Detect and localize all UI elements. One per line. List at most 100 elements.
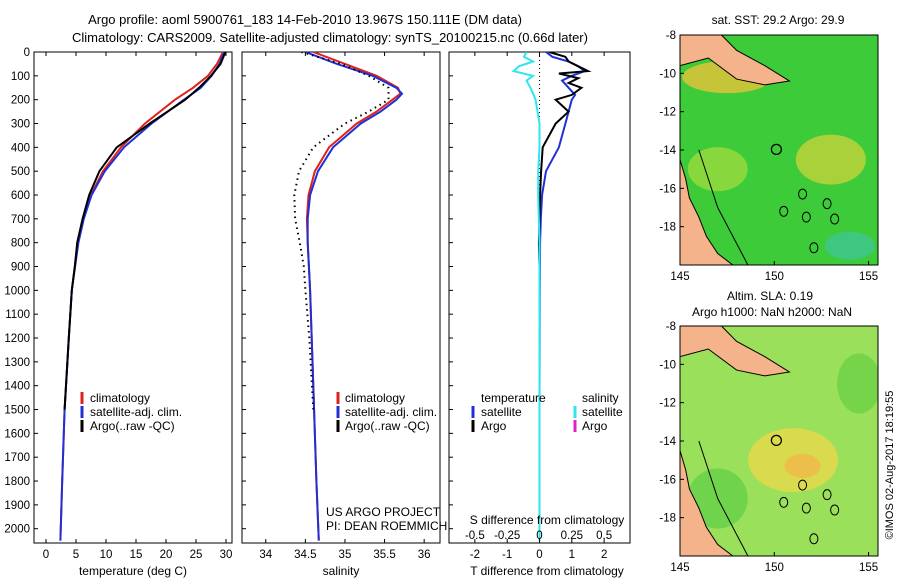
depth-tick-label: 1500	[4, 405, 30, 417]
reef-island	[809, 242, 819, 254]
salinity-plot-frame	[241, 51, 441, 544]
depth-tick-label: 100	[11, 71, 30, 83]
reef-contour	[698, 440, 749, 556]
depth-tick-label: 1800	[4, 476, 30, 488]
x-tick-label: 36	[418, 549, 431, 561]
salinity-xlabel: salinity	[323, 564, 360, 578]
reef-island	[779, 205, 789, 217]
legend-label: climatology	[345, 391, 405, 405]
depth-tick-label: 500	[11, 166, 30, 178]
depth-tick-label: 800	[11, 238, 30, 250]
x-tick-label: 35	[339, 549, 352, 561]
climatology-line	[305, 52, 402, 541]
imos-credit: ©IMOS 02-Aug-2017 18:19:55	[884, 391, 896, 540]
s-tick-label: -0.25	[494, 530, 520, 542]
lon-tick-label: 145	[670, 562, 689, 574]
argo-raw-qc-line	[63, 52, 227, 410]
climatology-line	[59, 52, 224, 541]
depth-tick-label: 300	[11, 119, 30, 131]
reef-island	[822, 198, 832, 210]
new-guinea-land	[680, 35, 791, 86]
depth-tick-label: 1200	[4, 333, 30, 345]
lat-tick-label: -16	[659, 474, 676, 486]
depth-tick-label: 1000	[4, 285, 30, 297]
temperature-series-group	[59, 52, 227, 541]
depth-axis: 0 100 200 300 400 500 600 700 800 900 1000 1100 1200…	[4, 47, 453, 536]
legend-label: Argo(..raw -QC)	[345, 419, 430, 433]
salinity-x-axis: 34 34.5 35 35.5 36	[259, 52, 431, 561]
lat-tick-label: -14	[659, 436, 676, 448]
depth-tick-label: 900	[11, 262, 30, 274]
s-satellite-line	[511, 52, 541, 541]
reef-island	[801, 211, 811, 223]
depth-tick-label: 1700	[4, 452, 30, 464]
s-tick-label: 0.5	[596, 530, 612, 542]
x-tick-label: 10	[100, 549, 113, 561]
legend-label: climatology	[90, 391, 150, 405]
sla-map-title-2: Argo h1000: NaN h2000: NaN	[692, 305, 852, 319]
argo-raw-qc-line	[293, 52, 390, 410]
t-satellite-line	[538, 52, 587, 541]
depth-tick-label: 1900	[4, 500, 30, 512]
argo-location-marker	[770, 434, 782, 446]
x-tick-label: 35.5	[373, 549, 395, 561]
legend-label: Argo	[481, 419, 507, 433]
depth-tick-label: 1300	[4, 357, 30, 369]
sla-map-title-1: Altim. SLA: 0.19	[727, 289, 813, 303]
temperature-x-axis: 0 5 10 15 20 25 30	[43, 52, 232, 561]
legend-label: satellite-adj. clim.	[345, 405, 437, 419]
lon-tick-label: 150	[765, 271, 784, 283]
reef-island	[830, 504, 840, 516]
lat-tick-label: -10	[659, 68, 676, 80]
lon-tick-label: 145	[670, 271, 689, 283]
depth-tick-label: 200	[11, 95, 30, 107]
x-tick-label: 0	[536, 549, 542, 561]
pi-annotation: PI: DEAN ROEMMICH	[326, 519, 447, 533]
lat-tick-label: -8	[666, 321, 676, 333]
difference-xlabel: T difference from climatology	[470, 564, 624, 578]
salinity-series-group	[293, 52, 404, 541]
x-tick-label: 34.5	[294, 549, 316, 561]
cool-patch	[824, 231, 875, 260]
s-tick-label: 0.25	[561, 530, 583, 542]
legend-label: Argo	[582, 419, 608, 433]
x-tick-label: 5	[73, 549, 79, 561]
argo-location-marker	[770, 143, 782, 155]
low-sla-patch	[837, 353, 878, 414]
depth-tick-label: 700	[11, 214, 30, 226]
reef-contour	[698, 149, 749, 265]
reef-island	[801, 502, 811, 514]
difference-legend: temperature satellite Argo salinity sate…	[471, 391, 623, 433]
reef-island	[798, 479, 808, 491]
lon-tick-label: 150	[765, 562, 784, 574]
s-tick-label: -0.5	[465, 530, 485, 542]
temperature-legend: climatology satellite-adj. clim. Argo(..…	[80, 391, 182, 433]
reef-island	[830, 213, 840, 225]
reef-island	[798, 188, 808, 200]
sla-map	[680, 326, 878, 556]
legend-title-salinity: salinity	[582, 391, 619, 405]
sla-map-axes: -8 -10 -12 -14 -16 -18 145 150 155	[659, 321, 878, 574]
lon-tick-label: 155	[859, 562, 878, 574]
x-tick-label: 1	[569, 549, 575, 561]
legend-label: satellite-adj. clim.	[90, 405, 182, 419]
warm-patch	[687, 147, 748, 192]
depth-tick-label: 600	[11, 190, 30, 202]
x-tick-label: 0	[43, 549, 49, 561]
reef-island	[809, 533, 819, 545]
new-guinea-land	[680, 326, 791, 377]
difference-xlabel-top: S difference from climatology	[470, 513, 625, 527]
temperature-plot-frame	[33, 51, 233, 544]
sst-map	[680, 35, 878, 265]
legend-label: Argo(..raw -QC)	[90, 419, 175, 433]
lat-tick-label: -18	[659, 513, 676, 525]
lat-tick-label: -14	[659, 145, 676, 157]
s-tick-label: 0	[536, 530, 542, 542]
x-tick-label: 34	[259, 549, 272, 561]
reef-island	[822, 489, 832, 501]
title-line-1: Argo profile: aoml 5900761_183 14-Feb-20…	[88, 12, 522, 27]
x-tick-label: -2	[470, 549, 480, 561]
lat-tick-label: -16	[659, 183, 676, 195]
x-tick-label: -1	[502, 549, 512, 561]
